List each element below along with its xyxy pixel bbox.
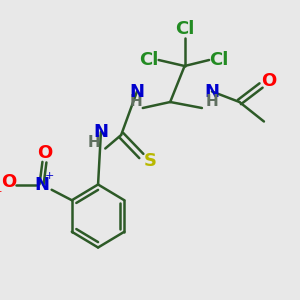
Text: O: O	[37, 144, 52, 162]
Text: +: +	[45, 171, 54, 181]
Text: -: -	[0, 186, 2, 196]
Text: Cl: Cl	[209, 51, 229, 69]
Text: S: S	[143, 152, 157, 169]
Text: O: O	[1, 173, 16, 191]
Text: N: N	[205, 82, 220, 100]
Text: N: N	[130, 82, 145, 100]
Text: O: O	[261, 72, 276, 90]
Text: N: N	[34, 176, 49, 194]
Text: H: H	[206, 94, 218, 110]
Text: H: H	[87, 135, 100, 150]
Text: N: N	[93, 123, 108, 141]
Text: Cl: Cl	[139, 51, 158, 69]
Text: Cl: Cl	[175, 20, 194, 38]
Text: H: H	[129, 94, 142, 109]
